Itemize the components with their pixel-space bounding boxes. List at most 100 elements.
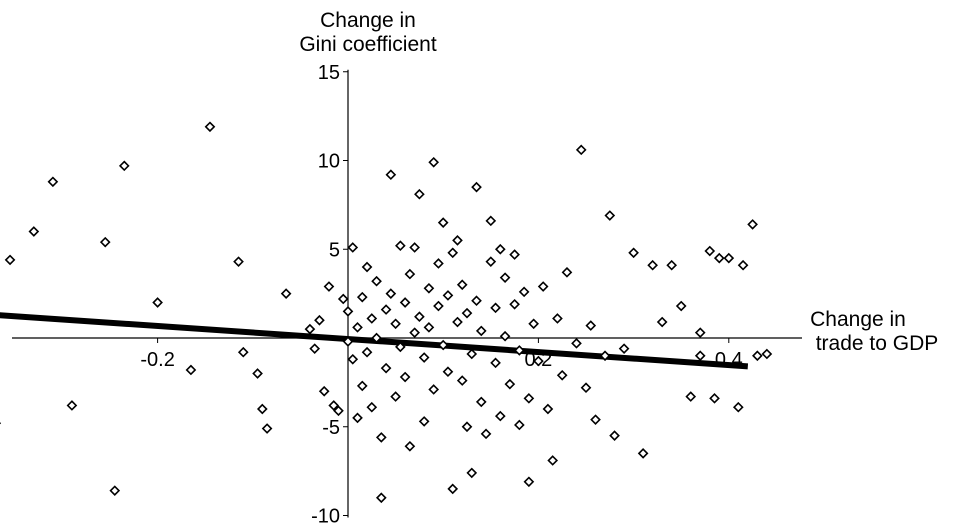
y-tick-label: 5 (329, 239, 340, 261)
data-point (509, 298, 520, 310)
data-point (585, 320, 597, 331)
data-point (390, 318, 401, 330)
data-point (514, 419, 525, 431)
data-point (280, 288, 292, 299)
y-axis-title-line-2: Gini coefficient (299, 33, 437, 56)
data-point (494, 243, 506, 255)
data-point (185, 364, 197, 376)
data-point (390, 391, 401, 402)
data-point (542, 403, 554, 415)
data-point (509, 249, 520, 260)
data-point (480, 428, 492, 440)
data-point (604, 210, 616, 221)
data-point (466, 467, 478, 479)
data-point (28, 226, 40, 237)
data-point (418, 352, 430, 363)
data-point (709, 393, 720, 404)
x-axis-title-line-2: trade to GDP (816, 332, 939, 355)
data-point (356, 380, 368, 392)
data-point (656, 316, 668, 328)
trend-line (0, 312, 749, 370)
data-points (0, 121, 773, 504)
data-point (233, 256, 244, 268)
data-point (47, 176, 59, 188)
data-point (361, 346, 373, 358)
y-ticks: 15 10 5 -5 -10 (311, 62, 348, 528)
data-point (442, 366, 454, 378)
data-point (447, 483, 459, 495)
data-point (528, 318, 539, 330)
data-point (423, 322, 435, 333)
data-point (732, 401, 744, 413)
y-tick-label: 15 (318, 62, 340, 84)
data-point (637, 448, 649, 459)
data-point (4, 254, 16, 266)
data-point (66, 400, 78, 411)
x-axis-title-line-1: Change in (810, 308, 906, 331)
data-point (761, 348, 773, 360)
data-point (337, 293, 349, 305)
data-point (499, 330, 511, 342)
data-point (118, 160, 130, 172)
data-point (523, 393, 535, 404)
data-point (499, 272, 511, 283)
data-point (437, 339, 449, 351)
data-point (328, 400, 340, 411)
data-point (609, 430, 620, 441)
data-point (352, 322, 363, 333)
data-point (371, 332, 382, 344)
data-point (109, 485, 121, 496)
data-point (618, 343, 630, 354)
data-point (309, 343, 321, 354)
data-point (152, 297, 163, 308)
data-point (666, 259, 678, 271)
data-point (414, 311, 425, 323)
data-point (504, 378, 516, 390)
data-point (395, 240, 406, 252)
data-point (385, 169, 397, 181)
data-point (704, 245, 716, 257)
y-tick-label: -10 (311, 506, 340, 528)
data-point (409, 242, 420, 253)
data-point (385, 288, 397, 299)
data-point (356, 291, 368, 303)
data-point (737, 259, 749, 271)
data-point (99, 236, 111, 248)
data-point (399, 297, 411, 308)
data-point (366, 401, 378, 413)
data-point (490, 357, 501, 369)
data-point (675, 300, 687, 312)
data-point (647, 259, 658, 271)
data-point (514, 345, 525, 356)
data-point (423, 282, 435, 294)
data-point (452, 235, 463, 246)
data-point (523, 476, 535, 488)
data-point (490, 302, 501, 314)
data-point (342, 306, 354, 317)
data-point (485, 256, 497, 268)
data-point (261, 423, 273, 434)
data-point (518, 286, 530, 298)
data-point (485, 215, 497, 227)
data-point (599, 350, 611, 362)
data-point (494, 410, 506, 422)
data-point (414, 188, 425, 200)
data-point (571, 337, 582, 349)
data-point (204, 121, 216, 133)
data-point (452, 316, 463, 328)
data-point (361, 261, 373, 273)
data-point (428, 156, 440, 168)
data-point (347, 242, 359, 253)
data-point (723, 252, 735, 264)
data-point (256, 403, 268, 415)
axes (12, 69, 802, 518)
data-point (375, 492, 387, 504)
data-point (342, 336, 354, 347)
data-point (533, 355, 544, 367)
data-point (456, 279, 468, 291)
data-point (694, 327, 706, 339)
data-point (456, 375, 468, 386)
y-axis-title: Change in Gini coefficient (299, 9, 437, 56)
